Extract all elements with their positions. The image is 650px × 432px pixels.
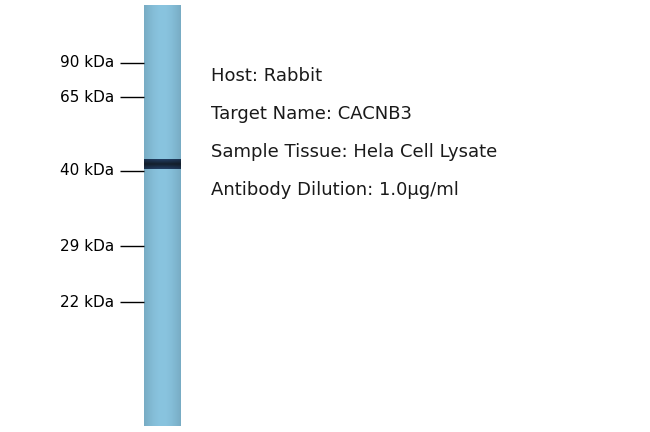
Text: 90 kDa: 90 kDa (60, 55, 114, 70)
Text: Target Name: CACNB3: Target Name: CACNB3 (211, 105, 412, 123)
Text: 22 kDa: 22 kDa (60, 295, 114, 310)
Text: 40 kDa: 40 kDa (60, 163, 114, 178)
Text: Sample Tissue: Hela Cell Lysate: Sample Tissue: Hela Cell Lysate (211, 143, 497, 161)
Text: 29 kDa: 29 kDa (60, 239, 114, 254)
Text: 65 kDa: 65 kDa (60, 90, 114, 105)
Text: Host: Rabbit: Host: Rabbit (211, 67, 322, 85)
Text: Antibody Dilution: 1.0µg/ml: Antibody Dilution: 1.0µg/ml (211, 181, 459, 199)
